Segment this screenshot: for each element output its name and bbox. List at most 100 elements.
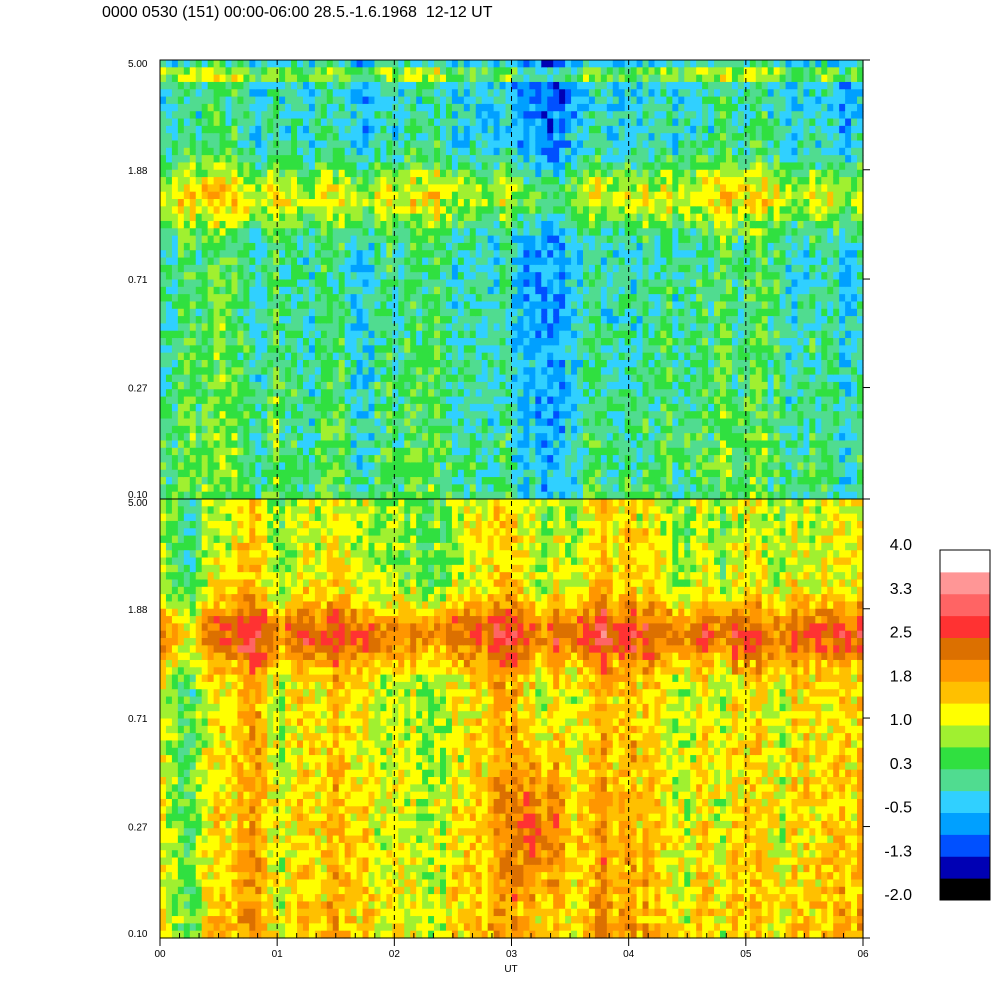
heatmap-cell bbox=[344, 381, 352, 390]
heatmap-cell bbox=[648, 396, 656, 405]
heatmap-cell bbox=[326, 469, 334, 478]
heatmap-cell bbox=[320, 469, 328, 478]
heatmap-cell bbox=[535, 96, 542, 105]
heatmap-cell bbox=[279, 257, 286, 266]
heatmap-cell bbox=[332, 125, 340, 134]
heatmap-cell bbox=[213, 96, 221, 105]
heatmap-cell bbox=[642, 345, 650, 354]
heatmap-cell bbox=[386, 330, 393, 339]
heatmap-cell bbox=[565, 352, 572, 361]
heatmap-cell bbox=[332, 374, 340, 383]
heatmap-cell bbox=[225, 323, 233, 332]
heatmap-cell bbox=[255, 411, 262, 420]
heatmap-cell bbox=[469, 308, 477, 317]
heatmap-cell bbox=[493, 81, 501, 90]
heatmap-cell bbox=[440, 469, 447, 478]
heatmap-cell bbox=[308, 316, 316, 324]
heatmap-cell bbox=[165, 447, 173, 456]
heatmap-cell bbox=[362, 140, 370, 149]
heatmap-cell bbox=[481, 301, 489, 310]
heatmap-cell bbox=[577, 484, 584, 493]
heatmap-cell bbox=[535, 250, 542, 259]
heatmap-cell bbox=[261, 264, 268, 273]
heatmap-cell bbox=[165, 491, 173, 500]
heatmap-cell bbox=[630, 484, 638, 493]
heatmap-cell bbox=[451, 213, 459, 222]
heatmap-cell bbox=[380, 491, 387, 500]
heatmap-cell bbox=[285, 308, 292, 317]
heatmap-cell bbox=[332, 199, 340, 207]
heatmap-cell bbox=[571, 257, 578, 266]
heatmap-cell bbox=[207, 118, 215, 127]
heatmap-cell bbox=[350, 89, 358, 98]
heatmap-cell bbox=[380, 140, 387, 149]
heatmap-cell bbox=[475, 272, 483, 281]
heatmap-cell bbox=[362, 440, 370, 449]
heatmap-cell bbox=[642, 103, 650, 112]
heatmap-cell bbox=[285, 235, 292, 244]
heatmap-cell bbox=[630, 74, 638, 83]
heatmap-cell bbox=[404, 140, 411, 149]
heatmap-cell bbox=[368, 294, 376, 303]
heatmap-cell bbox=[177, 367, 185, 376]
heatmap-cell bbox=[171, 352, 179, 361]
heatmap-cell bbox=[237, 345, 245, 354]
heatmap-cell bbox=[374, 118, 382, 127]
heatmap-cell bbox=[463, 199, 471, 207]
heatmap-cell bbox=[320, 301, 328, 310]
heatmap-cell bbox=[457, 118, 465, 127]
heatmap-cell bbox=[481, 330, 489, 339]
heatmap-cell bbox=[541, 396, 548, 405]
heatmap-cell bbox=[183, 301, 191, 310]
heatmap-cell bbox=[344, 338, 352, 346]
heatmap-cell bbox=[428, 396, 435, 405]
heatmap-cell bbox=[505, 316, 513, 324]
heatmap-cell bbox=[285, 177, 292, 185]
heatmap-cell bbox=[624, 133, 632, 142]
heatmap-cell bbox=[422, 469, 429, 478]
heatmap-cell bbox=[326, 67, 334, 76]
heatmap-cell bbox=[624, 220, 632, 229]
heatmap-cell bbox=[201, 96, 209, 105]
heatmap-cell bbox=[565, 155, 572, 164]
heatmap-cell bbox=[332, 184, 340, 193]
heatmap-cell bbox=[362, 74, 370, 83]
heatmap-cell bbox=[398, 257, 405, 266]
heatmap-cell bbox=[511, 250, 519, 259]
heatmap-cell bbox=[505, 228, 513, 237]
heatmap-cell bbox=[487, 345, 495, 354]
heatmap-cell bbox=[648, 213, 656, 222]
heatmap-cell bbox=[302, 74, 310, 83]
heatmap-cell bbox=[529, 155, 536, 164]
heatmap-cell bbox=[648, 411, 656, 420]
heatmap-cell bbox=[457, 250, 465, 259]
heatmap-cell bbox=[189, 418, 197, 427]
heatmap-cell bbox=[428, 264, 435, 273]
heatmap-cell bbox=[368, 403, 376, 412]
heatmap-cell bbox=[326, 440, 334, 449]
heatmap-cell bbox=[380, 125, 387, 134]
heatmap-cell bbox=[428, 294, 435, 303]
heatmap-cell bbox=[261, 323, 268, 332]
heatmap-cell bbox=[392, 286, 399, 295]
heatmap-cell bbox=[165, 433, 173, 442]
heatmap-cell bbox=[487, 381, 495, 390]
heatmap-cell bbox=[160, 286, 167, 295]
heatmap-cell bbox=[165, 308, 173, 317]
heatmap-cell bbox=[618, 140, 626, 149]
heatmap-cell bbox=[577, 352, 584, 361]
heatmap-cell bbox=[231, 308, 239, 317]
heatmap-cell bbox=[338, 425, 346, 434]
heatmap-cell bbox=[380, 455, 387, 464]
heatmap-cell bbox=[344, 484, 352, 493]
heatmap-cell bbox=[374, 403, 382, 412]
heatmap-cell bbox=[517, 345, 525, 354]
heatmap-cell bbox=[565, 323, 572, 332]
heatmap-cell bbox=[606, 345, 614, 354]
heatmap-cell bbox=[654, 67, 662, 76]
heatmap-cell bbox=[177, 301, 185, 310]
heatmap-cell bbox=[612, 469, 620, 478]
heatmap-cell bbox=[201, 345, 209, 354]
heatmap-cell bbox=[499, 177, 507, 185]
heatmap-cell bbox=[505, 191, 513, 200]
